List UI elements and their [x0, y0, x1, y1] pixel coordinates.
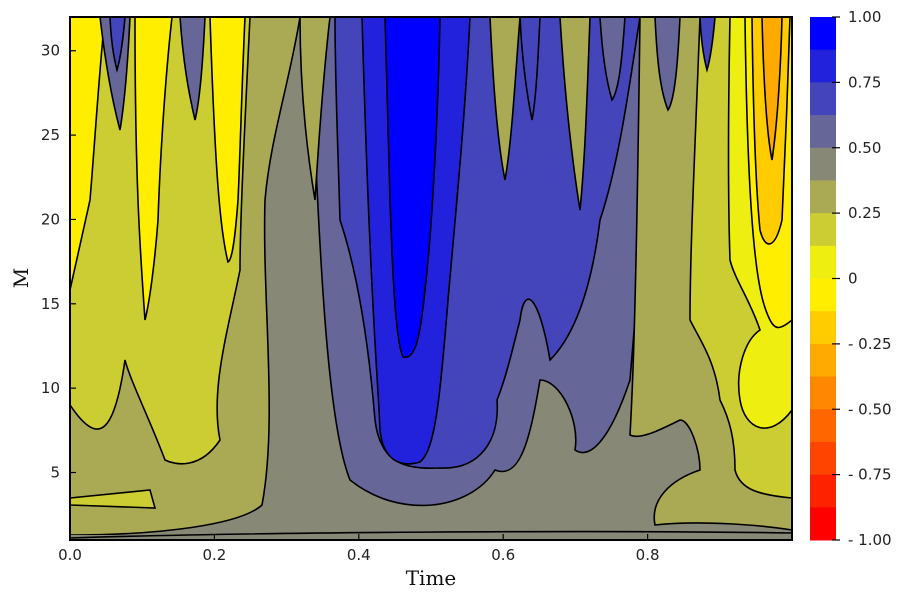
- contour-finger-c: [559, 17, 591, 211]
- contour-right-orange2: [761, 17, 783, 161]
- colorbar-tick-label: 0: [848, 270, 858, 288]
- x-tick-label: 0.8: [636, 546, 660, 564]
- colorbar-tick-label: 0.75: [848, 73, 881, 91]
- colorbar-swatch: [810, 17, 836, 51]
- colorbar-tick-label: 0.25: [848, 204, 881, 222]
- y-tick-label: 25: [41, 126, 60, 144]
- y-tick-label: 5: [50, 464, 60, 482]
- colorbar-swatch: [810, 213, 836, 247]
- x-tick-label: 0.2: [202, 546, 226, 564]
- colorbar-swatch: [810, 245, 836, 279]
- colorbar-swatch: [810, 278, 836, 312]
- colorbar-swatch: [810, 49, 836, 83]
- y-tick-label: 30: [41, 42, 60, 60]
- x-axis: 0.0 0.2 0.4 0.6 0.8: [58, 534, 660, 564]
- contour-center-blue3: [384, 17, 441, 359]
- colorbar-tick-label: 0.50: [848, 139, 881, 157]
- contour-left-yellow3: [209, 17, 246, 264]
- colorbar-swatch: [810, 441, 836, 476]
- colorbar-swatch: [810, 115, 836, 149]
- contour-left-yellowgreen: [70, 17, 251, 465]
- contour-left-yellow2: [134, 17, 173, 321]
- colorbar-swatch: [810, 507, 836, 541]
- colorbar-swatch: [810, 82, 836, 116]
- contour-bottom-line: [70, 530, 792, 539]
- colorbar-tick-label: - 0.50: [848, 400, 892, 418]
- y-axis: 5 10 15 20 25 30: [41, 42, 76, 482]
- y-tick-label: 15: [41, 295, 60, 313]
- colorbar-swatch: [810, 343, 836, 378]
- x-tick-label: 0.0: [58, 546, 82, 564]
- colorbar: [810, 17, 836, 541]
- x-axis-label: Time: [406, 566, 457, 590]
- colorbar-swatch: [810, 311, 836, 345]
- colorbar-ticks: 1.00 0.75 0.50 0.25 0 - 0.25 - 0.50 - 0.75 - 1.0…: [832, 8, 892, 549]
- y-axis-label: M: [9, 268, 33, 288]
- x-tick-label: 0.4: [347, 546, 371, 564]
- x-tick-label: 0.6: [491, 546, 515, 564]
- colorbar-swatch: [810, 147, 836, 181]
- colorbar-tick-label: - 0.25: [848, 335, 892, 353]
- colorbar-swatch: [810, 409, 836, 443]
- y-tick-label: 10: [41, 379, 60, 397]
- contour-finger-g: [519, 17, 541, 121]
- contour-left-lowblob: [70, 489, 157, 509]
- plot-frame: [69, 16, 793, 541]
- contour-finger-b: [489, 17, 521, 181]
- contour-finger-i: [654, 17, 681, 112]
- colorbar-tick-label: - 1.00: [848, 531, 892, 549]
- contour-finger-e: [179, 17, 206, 121]
- contour-bottom-base: [70, 535, 792, 540]
- y-tick-label: 20: [41, 210, 60, 228]
- contour-finger-f: [109, 17, 126, 73]
- contour-finger-j: [699, 17, 716, 73]
- colorbar-swatch: [810, 180, 836, 214]
- colorbar-tick-label: 1.00: [848, 8, 881, 26]
- contour-finger-a: [299, 17, 331, 201]
- contour-finger-h: [599, 17, 626, 102]
- colorbar-tick-label: - 0.75: [848, 466, 892, 484]
- plot-area: [70, 17, 792, 540]
- colorbar-swatch: [810, 474, 836, 508]
- colorbar-swatch: [810, 376, 836, 410]
